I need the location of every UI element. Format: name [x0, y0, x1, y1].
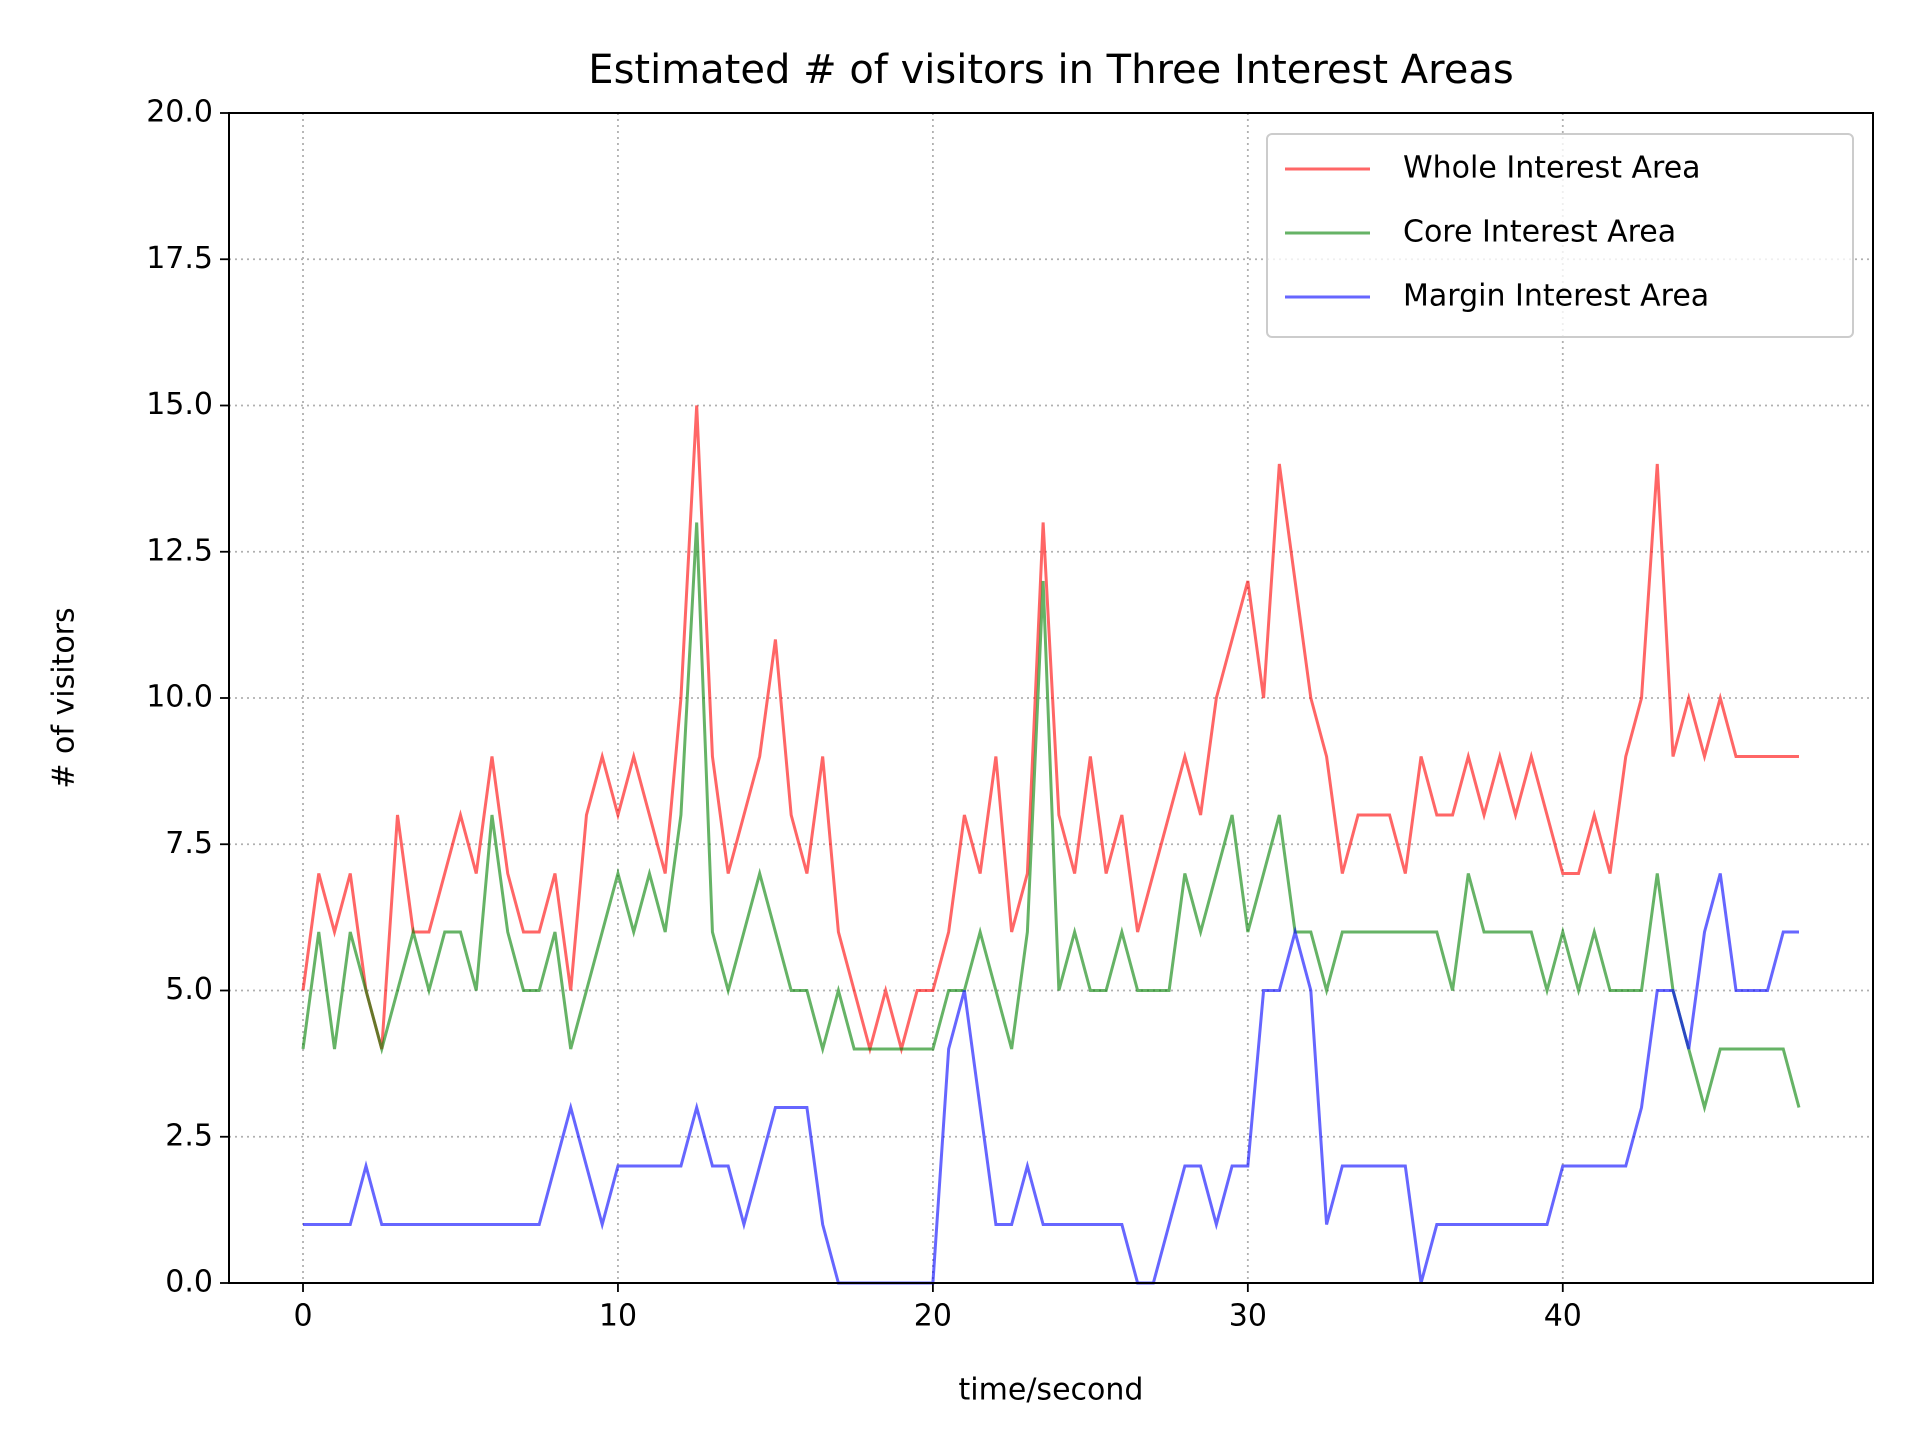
legend-label: Core Interest Area — [1403, 215, 1676, 250]
x-tick-label: 20 — [914, 1299, 952, 1334]
data-line — [301, 522, 1801, 1114]
x-axis-label: time/second — [959, 1373, 1144, 1408]
y-tick-label: 7.5 — [165, 826, 213, 861]
x-tick-label: 0 — [293, 1299, 312, 1334]
x-tick-label: 40 — [1544, 1299, 1582, 1334]
y-tick-label: 20.0 — [146, 95, 213, 130]
legend-label: Margin Interest Area — [1403, 279, 1709, 314]
legend-box — [1266, 133, 1854, 338]
chart-title: Estimated # of visitors in Three Interes… — [588, 47, 1513, 93]
legend: Whole Interest Area Core Interest Area Mar… — [1266, 133, 1854, 338]
x-tick-label: 30 — [1229, 1299, 1267, 1334]
legend-label: Whole Interest Area — [1403, 151, 1701, 186]
y-tick-label: 0.0 — [165, 1265, 213, 1300]
y-tick-label: 5.0 — [165, 972, 213, 1007]
y-axis-label: # of visitors — [47, 607, 82, 788]
data-line — [301, 405, 1799, 1055]
y-tick-label: 2.5 — [165, 1118, 213, 1153]
y-tick-label: 15.0 — [146, 387, 213, 422]
x-tick-label: 10 — [599, 1299, 637, 1334]
y-tick-label: 17.5 — [146, 241, 213, 276]
plot-frame — [228, 112, 1874, 1284]
y-tick-label: 10.0 — [146, 680, 213, 715]
y-tick-label: 12.5 — [146, 533, 213, 568]
data-line — [303, 873, 1799, 1285]
